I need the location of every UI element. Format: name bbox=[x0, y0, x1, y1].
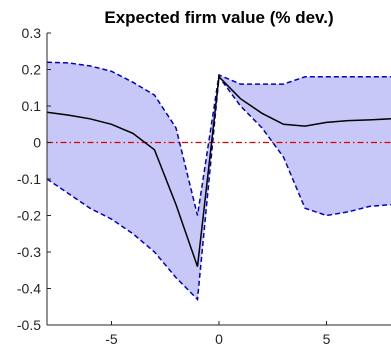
plot-area bbox=[46, 61, 391, 302]
y-tick-label: -0.3 bbox=[17, 244, 41, 260]
y-tick-label: 0.3 bbox=[22, 25, 42, 41]
x-tick-label: 5 bbox=[323, 331, 331, 347]
y-tick-label: 0.1 bbox=[22, 98, 42, 114]
x-tick-label: -5 bbox=[105, 331, 118, 347]
confidence-band bbox=[47, 62, 391, 300]
x-tick-label: 0 bbox=[215, 331, 223, 347]
mean-response-line bbox=[46, 75, 391, 267]
y-tick-label: 0 bbox=[33, 135, 41, 151]
chart-title: Expected firm value (% dev.) bbox=[104, 8, 333, 27]
y-tick-label: -0.5 bbox=[17, 317, 41, 333]
upper-band-line bbox=[46, 61, 391, 216]
y-tick-label: -0.2 bbox=[17, 208, 41, 224]
axes: 0.3 0.2 0.1 0 -0.1 -0.2 -0.3 -0.4 -0.5 -5 0 5 bbox=[17, 25, 391, 347]
y-tick-label: 0.2 bbox=[22, 62, 42, 78]
y-tick-label: -0.1 bbox=[17, 171, 41, 187]
y-tick-label: -0.4 bbox=[17, 281, 41, 297]
